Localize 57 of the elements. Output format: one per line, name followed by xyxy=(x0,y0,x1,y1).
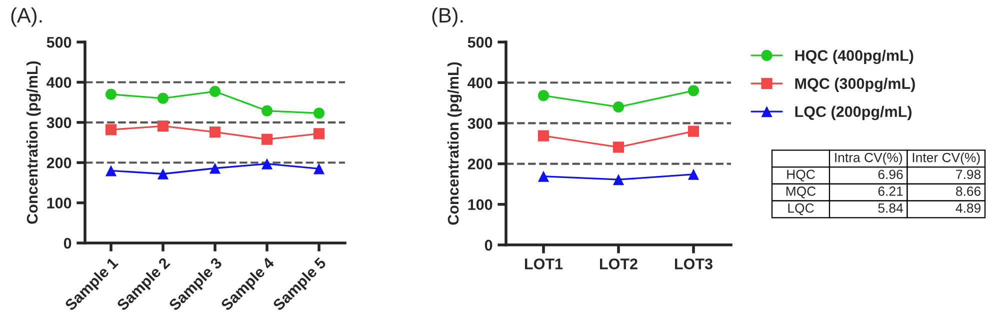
point xyxy=(612,174,624,186)
data-label: 6.21 xyxy=(878,186,903,196)
point xyxy=(261,134,273,145)
y-tick-label: 200 xyxy=(46,157,72,168)
y-tick-label: 500 xyxy=(46,36,72,48)
y-axis-title: Concentration (pg/mL) xyxy=(26,61,41,224)
chart-title: (A). xyxy=(11,7,42,27)
point xyxy=(538,90,550,102)
data-label: 5.84 xyxy=(878,203,903,213)
point xyxy=(313,163,325,174)
y-tick-label: 100 xyxy=(47,198,72,208)
point xyxy=(612,101,624,113)
point xyxy=(209,162,221,174)
point xyxy=(209,126,221,138)
point xyxy=(688,168,700,180)
legend-label: LQC (200pg/mL) xyxy=(795,106,912,120)
point xyxy=(688,126,700,137)
point xyxy=(688,85,700,96)
y-tick-label: 400 xyxy=(46,77,72,88)
point xyxy=(313,128,325,140)
data-label: 8.66 xyxy=(956,186,981,196)
point xyxy=(157,168,169,180)
y-tick-label: 400 xyxy=(468,77,492,88)
category-label: HQC xyxy=(787,170,815,182)
legend-label: HQC (400pg/mL) xyxy=(795,50,914,64)
point xyxy=(313,108,325,119)
point xyxy=(612,142,624,153)
point xyxy=(105,165,117,176)
category-label: MQC xyxy=(786,186,816,198)
data-label: 4.89 xyxy=(956,203,980,213)
y-tick-label: 0 xyxy=(64,238,72,249)
y-tick-label: 300 xyxy=(46,117,72,128)
y-tick-label: 100 xyxy=(468,199,492,210)
category-label: LQC xyxy=(788,203,814,216)
point xyxy=(209,86,221,98)
point xyxy=(261,105,273,116)
y-tick-label: 0 xyxy=(484,240,492,251)
point xyxy=(157,92,169,104)
x-tick-label: LOT2 xyxy=(600,258,638,270)
point xyxy=(538,170,550,182)
point xyxy=(105,124,117,136)
y-tick-label: 300 xyxy=(468,118,492,129)
y-tick-label: 500 xyxy=(468,36,492,48)
x-tick-label: LOT1 xyxy=(525,258,563,270)
legend-label: Intra CV(%) xyxy=(835,152,902,165)
point xyxy=(157,120,169,132)
point xyxy=(105,88,117,100)
data-label: 6.96 xyxy=(878,170,903,180)
data-label: 7.98 xyxy=(956,170,981,180)
point xyxy=(538,130,550,142)
chart-title: (B). xyxy=(432,7,463,27)
x-tick-label: LOT3 xyxy=(675,258,712,270)
y-axis-title: Concentration (pg/mL) xyxy=(447,62,462,225)
legend-label: MQC (300pg/mL) xyxy=(795,78,915,92)
y-tick-label: 200 xyxy=(468,158,492,170)
point xyxy=(261,158,273,170)
series-label: Inter CV(%) xyxy=(912,152,980,165)
